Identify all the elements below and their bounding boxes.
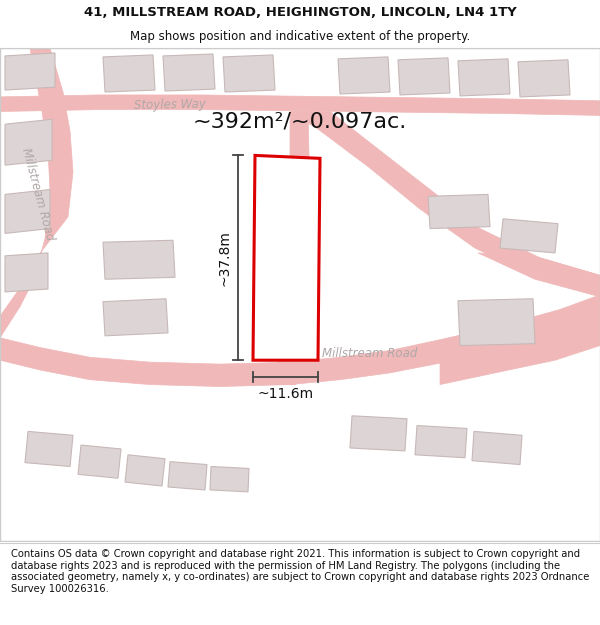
Polygon shape xyxy=(210,466,249,492)
Polygon shape xyxy=(415,426,467,458)
Polygon shape xyxy=(0,295,600,386)
Polygon shape xyxy=(163,54,215,91)
Polygon shape xyxy=(5,253,48,292)
Text: Contains OS data © Crown copyright and database right 2021. This information is : Contains OS data © Crown copyright and d… xyxy=(11,549,589,594)
Polygon shape xyxy=(103,299,168,336)
Text: Stoyles Way: Stoyles Way xyxy=(134,98,206,112)
Polygon shape xyxy=(338,57,390,94)
Text: ~37.8m: ~37.8m xyxy=(217,230,231,286)
Polygon shape xyxy=(472,431,522,464)
Polygon shape xyxy=(5,189,50,233)
Text: 41: 41 xyxy=(266,243,305,272)
Polygon shape xyxy=(0,48,73,338)
Polygon shape xyxy=(0,95,600,116)
Text: ~392m²/~0.097ac.: ~392m²/~0.097ac. xyxy=(193,111,407,131)
Polygon shape xyxy=(500,219,558,253)
Polygon shape xyxy=(125,455,165,486)
Polygon shape xyxy=(350,416,407,451)
Text: Millstream Road: Millstream Road xyxy=(322,347,418,360)
Text: ~11.6m: ~11.6m xyxy=(257,388,314,401)
Polygon shape xyxy=(428,194,490,229)
Polygon shape xyxy=(5,53,55,90)
Polygon shape xyxy=(25,431,73,466)
Text: Map shows position and indicative extent of the property.: Map shows position and indicative extent… xyxy=(130,29,470,42)
Polygon shape xyxy=(398,58,450,95)
Polygon shape xyxy=(168,462,207,490)
Polygon shape xyxy=(5,119,52,165)
Text: Millstream Road: Millstream Road xyxy=(19,147,56,242)
Polygon shape xyxy=(103,240,175,279)
Text: 41, MILLSTREAM ROAD, HEIGHINGTON, LINCOLN, LN4 1TY: 41, MILLSTREAM ROAD, HEIGHINGTON, LINCOL… xyxy=(83,6,517,19)
Polygon shape xyxy=(458,59,510,96)
Polygon shape xyxy=(478,253,600,297)
Polygon shape xyxy=(458,299,535,346)
Polygon shape xyxy=(275,111,310,384)
Polygon shape xyxy=(440,321,600,384)
Polygon shape xyxy=(103,55,155,92)
Polygon shape xyxy=(518,60,570,97)
Polygon shape xyxy=(290,111,600,295)
Polygon shape xyxy=(223,55,275,92)
Polygon shape xyxy=(253,156,320,360)
Polygon shape xyxy=(78,445,121,478)
